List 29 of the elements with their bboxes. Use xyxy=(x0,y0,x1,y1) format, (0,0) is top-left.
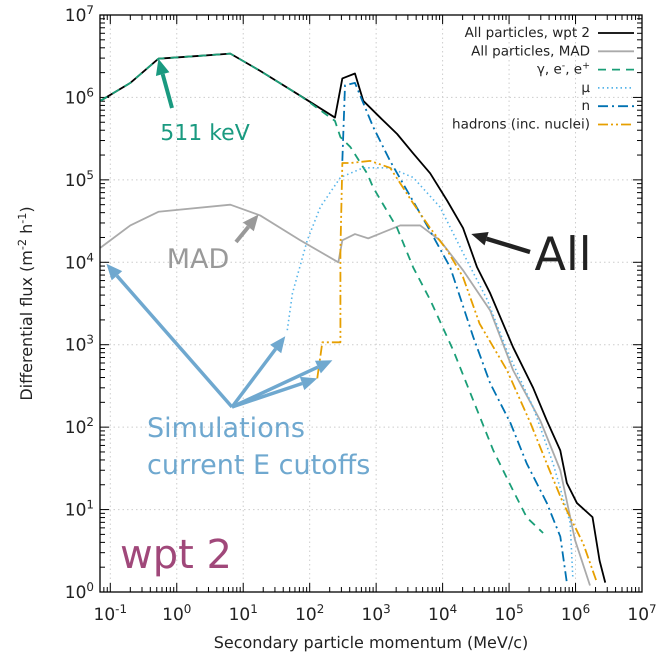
y-tick-label: 10$^{7}$ xyxy=(64,3,94,26)
legend-label: All particles, wpt 2 xyxy=(464,25,590,41)
x-tick-label: 10$^{0}$ xyxy=(162,602,192,625)
annotation: 511 keV xyxy=(160,121,250,146)
legend-label: All particles, MAD xyxy=(471,43,590,60)
y-tick-label: 10$^{5}$ xyxy=(64,168,94,191)
x-tick-label: 10$^{5}$ xyxy=(494,602,524,625)
y-tick-label: 10$^{3}$ xyxy=(64,332,94,356)
x-tick-label: 10$^{6}$ xyxy=(560,602,590,625)
annotation: All xyxy=(534,227,592,281)
y-tick-label: 10$^{4}$ xyxy=(64,250,94,274)
x-tick-label: 10$^{4}$ xyxy=(428,602,458,625)
x-tick-label: 10$^{1}$ xyxy=(228,602,258,625)
legend-label: γ, e$^{-}$, e$^{+}$ xyxy=(536,60,590,78)
x-tick-label: 10$^{-1}$ xyxy=(94,602,128,625)
y-tick-label: 10$^{0}$ xyxy=(64,580,94,603)
legend-label: n xyxy=(581,98,590,114)
x-tick-label: 10$^{2}$ xyxy=(295,602,324,625)
y-tick-label: 10$^{1}$ xyxy=(64,498,94,521)
y-tick-label: 10$^{2}$ xyxy=(64,415,94,438)
x-tick-label: 10$^{3}$ xyxy=(362,602,391,625)
x-tick-label: 10$^{7}$ xyxy=(627,602,657,625)
x-axis-title: Secondary particle momentum (MeV/c) xyxy=(214,633,528,652)
annotation: wpt 2 xyxy=(120,532,232,578)
y-tick-label: 10$^{6}$ xyxy=(64,85,94,108)
annotation: MAD xyxy=(166,244,230,275)
legend-label: μ xyxy=(581,80,590,96)
legend-label: hadrons (inc. nuclei) xyxy=(452,116,590,132)
annotation: Simulations current E cutoffs xyxy=(147,413,370,481)
